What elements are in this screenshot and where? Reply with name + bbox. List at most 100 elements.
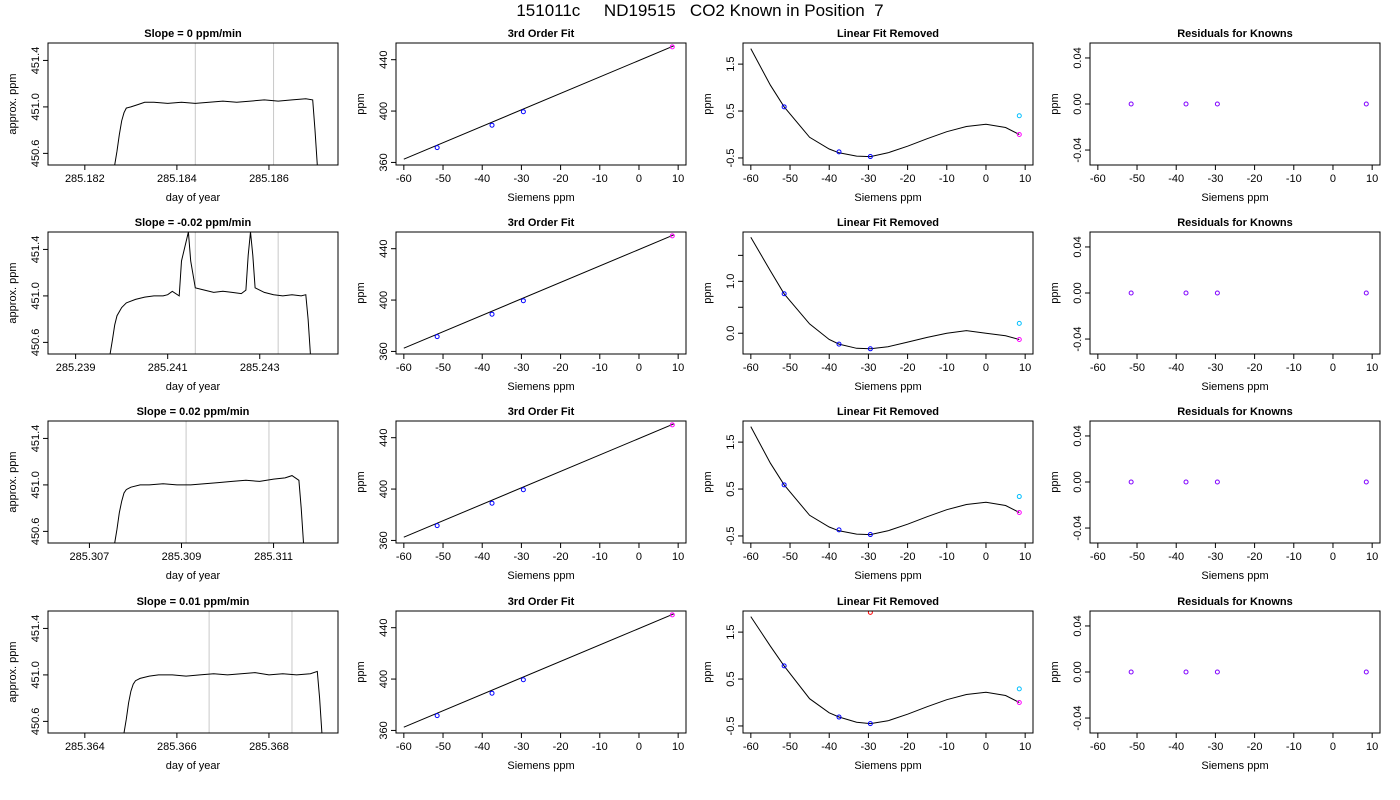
x-tick-label: -30 [513,173,529,185]
plot-data [403,612,675,728]
data-point [434,145,440,151]
fit-curve [403,45,675,160]
panel-title: Slope = -0.02 ppm/min [135,217,252,229]
x-tick-label: 285.368 [249,741,289,753]
plot-data [1128,101,1369,107]
series-line [114,98,318,165]
panel-0-2: Linear Fit Removed -60 -50 -40 -30 -20 -10 0 10 -… [702,28,1034,204]
y-tick-label: 0.00 [1072,471,1084,492]
data-point [1214,669,1220,675]
y-tick-label: -0.04 [1072,326,1084,351]
panel-title: Slope = 0.02 ppm/min [137,406,250,418]
x-tick-label: -60 [1090,362,1106,374]
x-tick-label: 0 [983,362,989,374]
plot-frame [742,420,1034,544]
fit-curve [403,234,675,349]
x-tick-label: -30 [1207,551,1223,563]
x-axis-label: Siemens ppm [507,381,574,393]
plot-data [1128,669,1369,675]
x-tick-label: -50 [435,173,451,185]
x-axis-label: Siemens ppm [507,570,574,582]
y-axis-label: approx. ppm [7,73,19,134]
x-axis-label: Siemens ppm [854,570,921,582]
panel-title: 3rd Order Fit [508,217,575,229]
x-axis-label: Siemens ppm [507,192,574,204]
data-point [1183,669,1189,675]
data-point [1016,700,1022,705]
x-tick-label: -30 [1207,741,1223,753]
data-point [434,713,440,719]
data-point [489,500,495,506]
data-point [1363,479,1369,485]
data-point [1016,494,1022,500]
x-tick-label: 10 [672,551,684,563]
x-axis-label: Siemens ppm [854,760,921,772]
data-point [867,532,873,538]
panel-title: 3rd Order Fit [508,28,575,40]
data-point [836,527,842,533]
fit-curve [403,613,675,728]
data-point [1016,113,1022,119]
plot-frame [47,42,339,166]
panel-title: Linear Fit Removed [837,406,939,418]
x-tick-label: -20 [900,741,916,753]
x-tick-label: -40 [821,741,837,753]
data-point [1016,510,1022,515]
x-tick-label: -20 [553,741,569,753]
x-tick-label: -10 [592,551,608,563]
y-tick-label: 0.5 [725,481,737,496]
x-tick-label: -10 [1286,741,1302,753]
x-tick-label: -30 [1207,173,1223,185]
x-tick-label: -40 [474,551,490,563]
y-tick-label: 440 [378,240,390,258]
x-tick-label: 0 [636,741,642,753]
data-point [1128,101,1134,107]
x-tick-label: -20 [1247,362,1263,374]
y-tick-label: 451.4 [30,47,42,75]
data-point [836,714,842,720]
panel-1-0: Slope = -0.02 ppm/min 285.239 285.241 285.2… [7,217,339,393]
plot-frame [47,610,339,734]
plot-frame [742,42,1034,166]
data-point [489,122,495,128]
fit-curve [750,426,1020,536]
data-point [520,109,526,115]
y-tick-label: 0.5 [725,671,737,686]
data-point [489,311,495,317]
panel-1-2: Linear Fit Removed -60 -50 -40 -30 -20 -10 0 10 0… [702,217,1034,393]
series-line [123,670,323,733]
x-tick-label: 285.311 [254,551,293,563]
x-tick-label: -30 [860,173,876,185]
x-axis-label: day of year [166,760,221,772]
panel-3-2: Linear Fit Removed -60 -50 -40 -30 -20 -10 0 10 -… [702,596,1034,772]
data-point [1128,669,1134,675]
x-tick-label: 285.239 [56,362,96,374]
page-title: 151011c ND19515 CO2 Known in Position 7 [516,1,884,20]
x-tick-label: -40 [1168,551,1184,563]
plot-frame [395,610,687,734]
data-point [1016,686,1022,692]
x-tick-label: 285.184 [157,173,197,185]
x-tick-label: 285.366 [157,741,197,753]
x-axis-label: Siemens ppm [507,760,574,772]
panel-title: Residuals for Knowns [1177,28,1293,40]
plot-frame [742,231,1034,355]
panel-title: 3rd Order Fit [508,596,575,608]
panel-2-0: Slope = 0.02 ppm/min 285.307 285.309 285.31… [7,406,339,582]
x-tick-label: -20 [1247,741,1263,753]
x-axis-label: Siemens ppm [854,192,921,204]
x-tick-label: -40 [474,741,490,753]
x-axis-label: Siemens ppm [1201,381,1268,393]
x-axis-label: day of year [166,381,221,393]
x-tick-label: -50 [435,551,451,563]
data-point [520,298,526,304]
x-tick-label: 10 [1366,551,1378,563]
x-tick-label: -50 [782,741,798,753]
x-tick-label: -10 [939,173,955,185]
y-tick-label: 360 [378,531,390,549]
x-tick-label: -50 [782,173,798,185]
x-tick-label: 0 [636,362,642,374]
plot-data [750,236,1022,352]
y-axis-label: ppm [355,661,367,682]
y-tick-label: 451.0 [30,282,42,310]
